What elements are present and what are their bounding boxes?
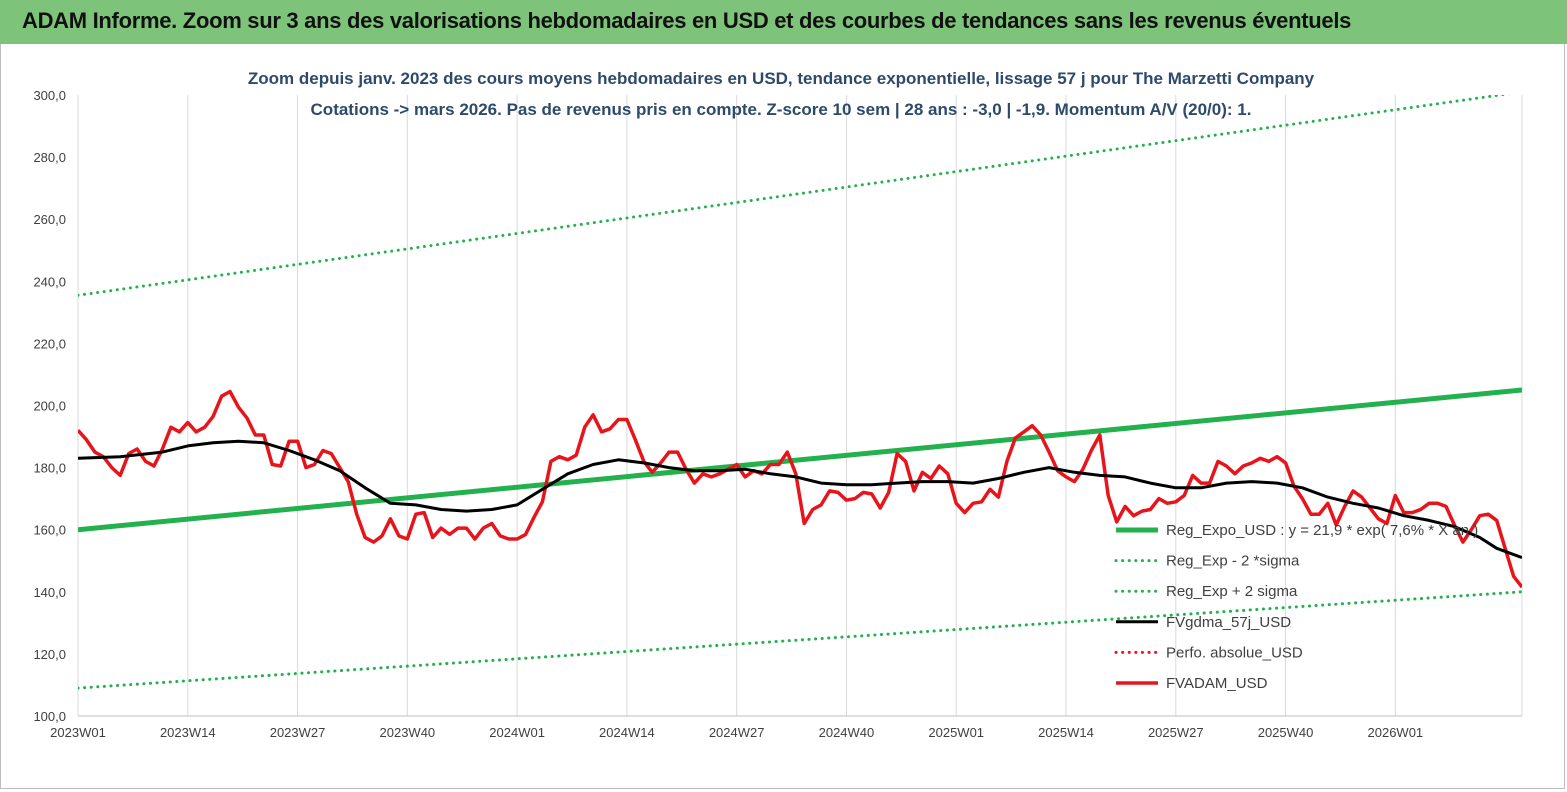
report-title: ADAM Informe. Zoom sur 3 ans des valoris… <box>22 8 1352 33</box>
y-tick-label: 120,0 <box>33 647 66 662</box>
y-tick-label: 100,0 <box>33 709 66 724</box>
legend: Reg_Expo_USD : y = 21,9 * exp( 7,6% * X … <box>1114 522 1478 692</box>
chart-subtitle: Cotations -> mars 2026. Pas de revenus p… <box>311 100 1252 119</box>
axes: 2023W01 2023W14 2023W27 2023W40 2024W01 2024W… <box>33 88 1522 740</box>
legend-label: FVADAM_USD <box>1166 675 1268 692</box>
y-tick-label: 140,0 <box>33 585 66 600</box>
legend-label: Reg_Exp - 2 *sigma <box>1166 553 1300 570</box>
legend-label: FVgdma_57j_USD <box>1166 614 1291 631</box>
series-line-1 <box>78 590 1522 690</box>
series-line-2 <box>78 95 1511 297</box>
x-tick-label: 2023W14 <box>160 725 216 740</box>
y-tick-label: 280,0 <box>33 150 66 165</box>
y-tick-label: 240,0 <box>33 274 66 289</box>
series-line-0 <box>78 387 1522 533</box>
x-tick-label: 2026W01 <box>1368 725 1424 740</box>
x-tick-label: 2025W14 <box>1038 725 1094 740</box>
x-tick-label: 2023W27 <box>270 725 326 740</box>
y-tick-label: 180,0 <box>33 461 66 476</box>
x-tick-label: 2025W27 <box>1148 725 1204 740</box>
x-tick-label: 2024W01 <box>489 725 545 740</box>
y-tick-label: 200,0 <box>33 399 66 414</box>
series-lines <box>78 95 1522 690</box>
chart-title: Zoom depuis janv. 2023 des cours moyens … <box>248 69 1315 88</box>
y-tick-label: 260,0 <box>33 212 66 227</box>
x-tick-label: 2024W27 <box>709 725 765 740</box>
x-tick-label: 2024W40 <box>819 725 875 740</box>
x-tick-label: 2024W14 <box>599 725 655 740</box>
x-tick-label: 2025W01 <box>928 725 984 740</box>
gridlines <box>77 95 1523 716</box>
chart-frame <box>0 44 1565 789</box>
y-tick-label: 300,0 <box>33 88 66 103</box>
legend-label: Perfo. absolue_USD <box>1166 644 1303 661</box>
x-tick-label: 2023W01 <box>50 725 106 740</box>
y-tick-label: 160,0 <box>33 523 66 538</box>
report-banner: ADAM Informe. Zoom sur 3 ans des valoris… <box>0 0 1567 44</box>
legend-label: Reg_Expo_USD : y = 21,9 * exp( 7,6% * X … <box>1166 522 1478 539</box>
x-tick-label: 2023W40 <box>380 725 436 740</box>
y-tick-label: 220,0 <box>33 336 66 351</box>
legend-label: Reg_Exp + 2 sigma <box>1166 583 1298 600</box>
chart-titles: Zoom depuis janv. 2023 des cours moyens … <box>248 69 1315 119</box>
x-tick-label: 2025W40 <box>1258 725 1314 740</box>
series-line-5 <box>78 389 1522 589</box>
series-line-3 <box>78 439 1522 560</box>
